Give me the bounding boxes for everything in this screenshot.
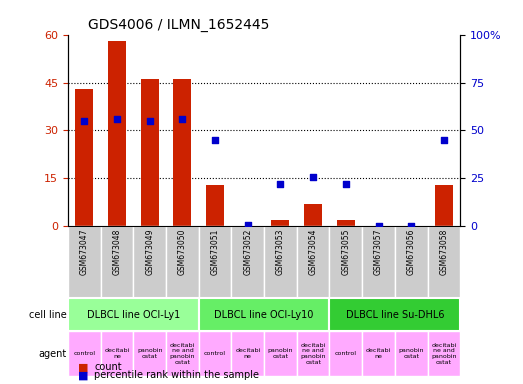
Text: control: control (204, 351, 226, 356)
Point (407, 223, 415, 230)
FancyBboxPatch shape (362, 331, 395, 376)
FancyBboxPatch shape (199, 331, 231, 376)
FancyBboxPatch shape (264, 227, 297, 298)
Text: GSM673058: GSM673058 (439, 228, 448, 275)
FancyBboxPatch shape (166, 227, 199, 298)
Point (440, 137, 448, 143)
Text: control: control (335, 351, 357, 356)
FancyBboxPatch shape (428, 331, 460, 376)
Text: cell line: cell line (29, 310, 66, 320)
Text: GSM673057: GSM673057 (374, 228, 383, 275)
Text: GSM673049: GSM673049 (145, 228, 154, 275)
Point (342, 181, 350, 187)
Text: decitabi
ne: decitabi ne (366, 348, 391, 359)
FancyBboxPatch shape (231, 227, 264, 298)
FancyBboxPatch shape (329, 331, 362, 376)
FancyBboxPatch shape (133, 227, 166, 298)
FancyBboxPatch shape (362, 227, 395, 298)
Bar (304, 204, 322, 227)
Point (276, 181, 285, 187)
Point (211, 137, 219, 143)
Text: GSM673048: GSM673048 (112, 228, 121, 275)
Point (244, 222, 252, 228)
Text: panobin
ostat: panobin ostat (137, 348, 163, 359)
Text: DLBCL line OCI-Ly10: DLBCL line OCI-Ly10 (214, 310, 314, 320)
FancyBboxPatch shape (199, 298, 329, 331)
Text: GSM673053: GSM673053 (276, 228, 285, 275)
Text: decitabi
ne and
panobin
ostat: decitabi ne and panobin ostat (300, 343, 326, 365)
Text: GDS4006 / ILMN_1652445: GDS4006 / ILMN_1652445 (88, 18, 269, 32)
Text: decitabi
ne and
panobin
ostat: decitabi ne and panobin ostat (169, 343, 195, 365)
Bar (435, 185, 453, 227)
Text: panobin
ostat: panobin ostat (399, 348, 424, 359)
Bar (141, 79, 158, 227)
FancyBboxPatch shape (166, 331, 199, 376)
Text: GSM673051: GSM673051 (211, 228, 220, 275)
Point (309, 174, 317, 180)
Text: count: count (94, 362, 122, 372)
FancyBboxPatch shape (231, 331, 264, 376)
Text: GSM673052: GSM673052 (243, 228, 252, 275)
FancyBboxPatch shape (297, 227, 329, 298)
FancyBboxPatch shape (133, 331, 166, 376)
Text: control: control (73, 351, 95, 356)
FancyBboxPatch shape (329, 298, 460, 331)
Text: ■: ■ (78, 370, 89, 380)
Text: ■: ■ (78, 362, 89, 372)
Bar (174, 79, 191, 227)
Bar (108, 41, 126, 227)
Text: percentile rank within the sample: percentile rank within the sample (94, 370, 259, 380)
FancyBboxPatch shape (68, 227, 100, 298)
Point (80, 118, 88, 124)
Text: GSM673055: GSM673055 (342, 228, 350, 275)
FancyBboxPatch shape (428, 227, 460, 298)
Text: GSM673050: GSM673050 (178, 228, 187, 275)
Text: DLBCL line Su-DHL6: DLBCL line Su-DHL6 (346, 310, 444, 320)
FancyBboxPatch shape (395, 227, 428, 298)
Bar (337, 220, 355, 227)
Text: decitabi
ne: decitabi ne (235, 348, 260, 359)
FancyBboxPatch shape (68, 331, 100, 376)
FancyBboxPatch shape (297, 331, 329, 376)
Point (145, 118, 154, 124)
Text: panobin
ostat: panobin ostat (268, 348, 293, 359)
FancyBboxPatch shape (100, 331, 133, 376)
Text: decitabi
ne: decitabi ne (105, 348, 130, 359)
FancyBboxPatch shape (329, 227, 362, 298)
Bar (75, 89, 93, 227)
Bar (271, 220, 289, 227)
FancyBboxPatch shape (68, 298, 199, 331)
FancyBboxPatch shape (264, 331, 297, 376)
FancyBboxPatch shape (100, 227, 133, 298)
FancyBboxPatch shape (199, 227, 231, 298)
Text: agent: agent (38, 349, 66, 359)
Point (374, 223, 383, 230)
FancyBboxPatch shape (395, 331, 428, 376)
Text: DLBCL line OCI-Ly1: DLBCL line OCI-Ly1 (87, 310, 180, 320)
Bar (206, 185, 224, 227)
Text: decitabi
ne and
panobin
ostat: decitabi ne and panobin ostat (431, 343, 457, 365)
Text: GSM673047: GSM673047 (80, 228, 89, 275)
Point (113, 116, 121, 122)
Text: GSM673054: GSM673054 (309, 228, 317, 275)
Point (178, 116, 187, 122)
Text: GSM673056: GSM673056 (407, 228, 416, 275)
